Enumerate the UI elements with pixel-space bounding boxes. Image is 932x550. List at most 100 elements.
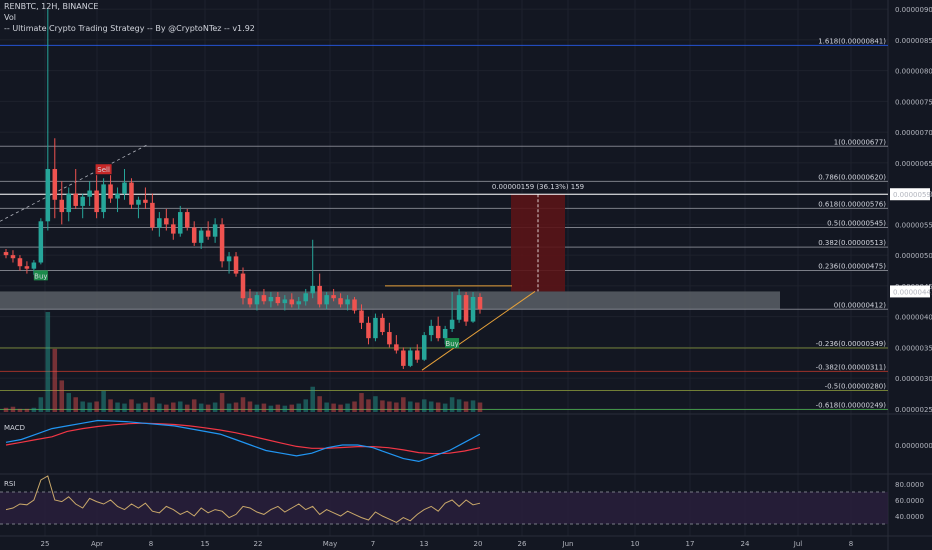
price-badge — [890, 188, 930, 201]
volume-bar — [442, 403, 448, 412]
volume-bar — [184, 404, 190, 412]
volume-bar — [205, 404, 211, 412]
volume-bar — [275, 404, 281, 412]
volume-bar — [101, 390, 106, 412]
candle-body — [52, 169, 58, 200]
price-badge-label: 0.00000599 — [893, 191, 932, 199]
fib-level-label: -0.5(0.00000280) — [825, 382, 887, 390]
volume-bar — [338, 404, 343, 412]
volume-bar — [380, 400, 385, 412]
volume-bar — [449, 397, 455, 412]
candle-body — [66, 193, 72, 213]
volume-bar — [66, 393, 72, 412]
candle-body — [352, 299, 357, 311]
symbol-title: RENBTC, 12H, BINANCE — [4, 2, 99, 11]
volume-bar — [324, 402, 329, 412]
candle-body — [212, 224, 218, 237]
time-tick-label: 13 — [420, 540, 429, 548]
fib-level-label: -0.618(0.00000249) — [816, 402, 887, 410]
volume-bar — [198, 403, 204, 412]
candle-body — [3, 252, 9, 256]
candle-body — [401, 350, 406, 366]
macd-signal-line — [5, 422, 481, 455]
candle-body — [421, 335, 427, 360]
candle-body — [80, 196, 85, 206]
price-badge — [890, 285, 930, 298]
volume-bar — [317, 396, 322, 412]
candle-body — [226, 256, 232, 262]
volume-bar — [177, 401, 183, 412]
candle-body — [387, 332, 392, 345]
candle-body — [59, 199, 65, 213]
measure-label: 0.00000159 (36.13%) 159 — [492, 183, 584, 191]
candle-body — [268, 296, 274, 302]
candle-body — [150, 202, 155, 228]
fib-level-label: 0.786(0.00000620) — [818, 173, 886, 181]
volume-bar — [435, 402, 441, 412]
volume-bar — [428, 401, 434, 412]
candle-body — [205, 230, 211, 237]
time-tick-label: Jul — [793, 540, 803, 548]
candle-body — [394, 344, 399, 351]
volume-bar — [191, 399, 197, 412]
candle-body — [310, 285, 315, 294]
macd-line — [5, 419, 481, 463]
time-tick-label: Apr — [91, 540, 103, 548]
fib-level-label: -0.236(0.00000349) — [816, 340, 887, 348]
time-tick-label: 20 — [474, 540, 483, 548]
volume-bar — [31, 407, 37, 412]
volume-bar — [24, 408, 30, 412]
candle-body — [289, 299, 295, 305]
candle-body — [143, 199, 148, 203]
candle-body — [254, 295, 260, 305]
volume-bar — [421, 399, 427, 412]
candle-body — [456, 295, 462, 320]
buy-signal-badge — [33, 270, 48, 281]
volume-bar — [470, 400, 476, 412]
volume-bar — [129, 399, 134, 412]
volume-bar — [233, 402, 239, 412]
rsi-pane-label: RSI — [4, 480, 15, 488]
ascending-trendline — [421, 291, 536, 371]
candle-body — [94, 190, 99, 213]
fib-level-label: 0(0.00000412) — [834, 301, 886, 309]
candle-body — [317, 285, 322, 305]
time-tick-label: 10 — [631, 540, 640, 548]
candle-body — [282, 299, 288, 304]
time-tick-label: May — [323, 540, 337, 548]
candle-body — [198, 230, 204, 243]
volume-bar — [3, 407, 9, 412]
candle-body — [136, 199, 141, 205]
volume-bar — [289, 404, 295, 412]
fib-level-label: 0.382(0.00000513) — [818, 239, 886, 247]
volume-bar — [456, 399, 462, 412]
volume-bar — [331, 403, 336, 412]
time-tick-label: 22 — [254, 540, 263, 548]
volume-bar — [94, 401, 99, 412]
candle-body — [345, 299, 350, 305]
volume-bar — [247, 401, 253, 412]
volume-bar — [45, 312, 51, 412]
candle-body — [338, 298, 343, 305]
volume-bar — [52, 348, 58, 412]
candle-body — [171, 224, 176, 234]
volume-bar — [373, 396, 378, 412]
volume-bar — [394, 402, 399, 412]
sell-signal-label: Sell — [97, 166, 110, 174]
candle-body — [408, 350, 413, 366]
candle-body — [296, 301, 302, 305]
volume-bar — [38, 397, 44, 412]
volume-label: Vol — [4, 13, 16, 22]
candle-body — [463, 295, 469, 322]
volume-bar — [282, 405, 288, 412]
candle-body — [17, 258, 23, 267]
candle-body — [157, 218, 162, 228]
fib-level-label: 1(0.00000677) — [834, 138, 886, 146]
